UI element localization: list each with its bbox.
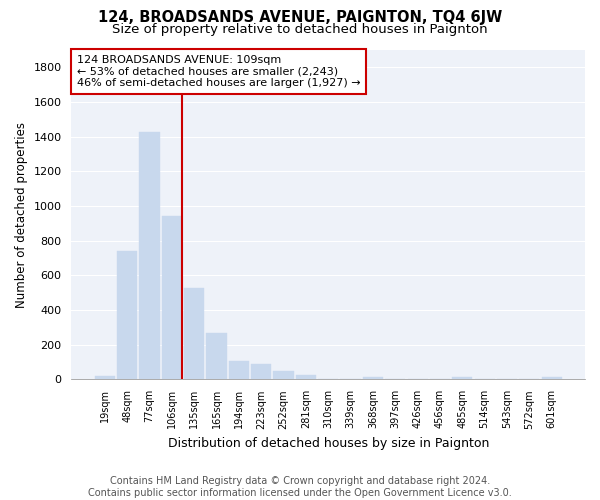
Bar [139, 132, 160, 380]
Bar [206, 332, 227, 380]
Bar [229, 361, 249, 380]
Text: 124, BROADSANDS AVENUE, PAIGNTON, TQ4 6JW: 124, BROADSANDS AVENUE, PAIGNTON, TQ4 6J… [98, 10, 502, 25]
Bar [542, 378, 562, 380]
Y-axis label: Number of detached properties: Number of detached properties [15, 122, 28, 308]
Bar [95, 376, 115, 380]
Bar [184, 288, 204, 380]
X-axis label: Distribution of detached houses by size in Paignton: Distribution of detached houses by size … [167, 437, 489, 450]
Bar [296, 375, 316, 380]
Text: 124 BROADSANDS AVENUE: 109sqm
← 53% of detached houses are smaller (2,243)
46% o: 124 BROADSANDS AVENUE: 109sqm ← 53% of d… [77, 55, 360, 88]
Bar [251, 364, 271, 380]
Bar [452, 378, 472, 380]
Text: Size of property relative to detached houses in Paignton: Size of property relative to detached ho… [112, 22, 488, 36]
Bar [363, 377, 383, 380]
Bar [117, 251, 137, 380]
Text: Contains HM Land Registry data © Crown copyright and database right 2024.
Contai: Contains HM Land Registry data © Crown c… [88, 476, 512, 498]
Bar [274, 371, 293, 380]
Bar [162, 216, 182, 380]
